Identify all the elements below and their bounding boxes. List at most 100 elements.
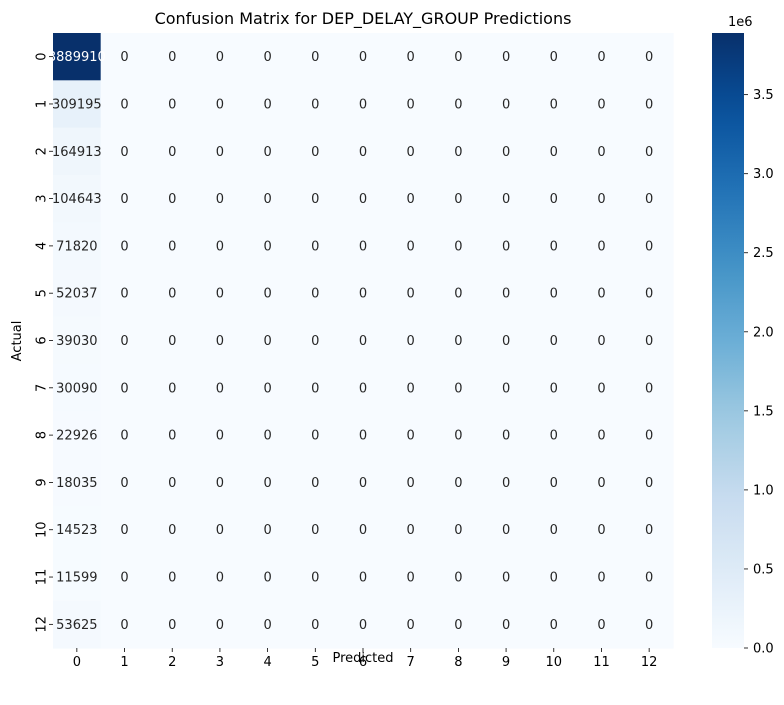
heatmap-cell <box>625 600 674 649</box>
x-axis-label: Predicted <box>332 651 393 666</box>
cell-value-label: 0 <box>502 618 510 633</box>
heatmap-cell <box>625 411 674 460</box>
x-tick-label: 6 <box>359 655 367 670</box>
cell-value-label: 0 <box>263 50 271 65</box>
cell-value-label: 0 <box>550 50 558 65</box>
cell-value-label: 0 <box>550 618 558 633</box>
x-tick-label: 11 <box>593 655 610 670</box>
colorbar-tick-label: 0.5 <box>753 562 774 577</box>
cell-value-label: 39030 <box>56 334 97 349</box>
cell-value-label: 0 <box>407 192 415 207</box>
y-tick-label: 8 <box>35 431 50 439</box>
cell-value-label: 0 <box>311 145 319 160</box>
cell-value-label: 0 <box>168 429 176 444</box>
cell-value-label: 0 <box>597 429 605 444</box>
heatmap-cell <box>339 364 388 413</box>
cell-value-label: 11599 <box>56 571 97 586</box>
heatmap-cell <box>291 269 340 318</box>
cell-value-label: 0 <box>645 429 653 444</box>
cell-value-label: 0 <box>168 145 176 160</box>
cell-value-label: 0 <box>597 571 605 586</box>
heatmap-cell <box>291 222 340 271</box>
cell-value-label: 0 <box>454 523 462 538</box>
cell-value-label: 0 <box>216 523 224 538</box>
heatmap-cell <box>196 553 245 602</box>
cell-value-label: 0 <box>168 381 176 396</box>
cell-value-label: 0 <box>168 618 176 633</box>
y-tick-label: 6 <box>35 336 50 344</box>
heatmap-cell <box>243 316 293 365</box>
cell-value-label: 0 <box>550 571 558 586</box>
heatmap-cell <box>529 364 579 413</box>
heatmap-cell <box>577 364 626 413</box>
heatmap-cell <box>529 127 579 176</box>
heatmap-cell <box>434 174 483 223</box>
cell-value-label: 0 <box>216 618 224 633</box>
heatmap-cell <box>625 506 674 554</box>
cell-value-label: 0 <box>407 476 415 491</box>
cell-value-label: 0 <box>359 381 367 396</box>
cell-value-label: 0 <box>645 239 653 254</box>
cell-value-label: 0 <box>359 239 367 254</box>
x-tick-label: 12 <box>641 655 658 670</box>
cell-value-label: 0 <box>263 429 271 444</box>
heatmap-cell <box>625 80 674 129</box>
heatmap-cell <box>339 80 388 129</box>
cell-value-label: 0 <box>263 192 271 207</box>
heatmap-cell <box>529 600 579 649</box>
heatmap-cell <box>291 127 340 176</box>
heatmap-cell <box>339 269 388 318</box>
cell-value-label: 0 <box>359 618 367 633</box>
cell-value-label: 0 <box>263 334 271 349</box>
heatmap-cell <box>243 80 293 129</box>
colorbar-offset-label: 1e6 <box>728 15 753 30</box>
cell-value-label: 0 <box>597 50 605 65</box>
cell-value-label: 309195 <box>52 97 102 112</box>
cell-value-label: 0 <box>454 239 462 254</box>
heatmap-cell <box>291 600 340 649</box>
cell-value-label: 0 <box>263 97 271 112</box>
heatmap-cell <box>339 222 388 271</box>
heatmap-cell <box>196 127 245 176</box>
heatmap-cell <box>53 364 102 413</box>
heatmap-cell <box>291 364 340 413</box>
heatmap-cell <box>386 458 436 507</box>
heatmap-cell <box>577 174 626 223</box>
cell-value-label: 18035 <box>56 476 97 491</box>
chart-title: Confusion Matrix for DEP_DELAY_GROUP Pre… <box>155 9 572 29</box>
heatmap-cell <box>529 411 579 460</box>
cell-value-label: 0 <box>645 287 653 302</box>
heatmap-cell <box>148 506 197 554</box>
cell-value-label: 0 <box>407 287 415 302</box>
cell-value-label: 0 <box>120 571 128 586</box>
cell-value-label: 0 <box>407 381 415 396</box>
cell-value-label: 0 <box>407 239 415 254</box>
heatmap-cell <box>434 80 483 129</box>
heatmap-cell <box>291 458 340 507</box>
heatmap-cell <box>100 269 149 318</box>
cell-value-label: 0 <box>168 476 176 491</box>
cell-value-label: 0 <box>311 618 319 633</box>
heatmap-cell <box>482 222 531 271</box>
colorbar-tick-label: 0.0 <box>753 642 774 657</box>
heatmap-cell <box>625 458 674 507</box>
cell-value-label: 0 <box>120 145 128 160</box>
cell-value-label: 0 <box>502 192 510 207</box>
cell-value-label: 0 <box>550 334 558 349</box>
heatmap-cell <box>434 553 483 602</box>
heatmap-cell <box>482 364 531 413</box>
cell-value-label: 0 <box>168 97 176 112</box>
heatmap-cell <box>53 316 102 365</box>
heatmap-cell <box>625 174 674 223</box>
cell-value-label: 0 <box>454 97 462 112</box>
heatmap-cell <box>148 316 197 365</box>
heatmap-cell <box>577 269 626 318</box>
heatmap-cell <box>339 458 388 507</box>
cell-value-label: 0 <box>550 97 558 112</box>
heatmap-cell <box>482 33 531 81</box>
heatmap-cell <box>243 174 293 223</box>
heatmap-cell <box>386 222 436 271</box>
heatmap-cell <box>529 80 579 129</box>
heatmap-cell <box>529 174 579 223</box>
